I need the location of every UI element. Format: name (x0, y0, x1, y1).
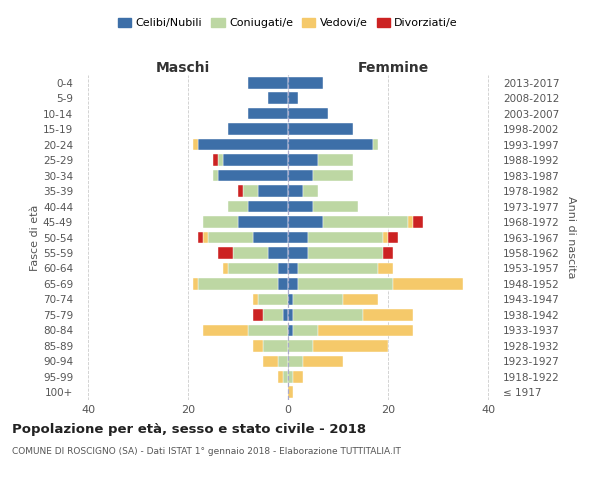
Bar (248, 200, 288, 212)
Bar (288, 247, 308, 259)
Bar (408, 216, 413, 228)
Bar (313, 200, 358, 212)
Bar (288, 309, 293, 320)
Y-axis label: Fasce di età: Fasce di età (30, 204, 40, 270)
Bar (343, 294, 378, 305)
Bar (223, 262, 228, 274)
Bar (203, 232, 208, 243)
Bar (413, 216, 423, 228)
Bar (293, 294, 343, 305)
Bar (378, 262, 393, 274)
Bar (248, 108, 288, 120)
Bar (278, 262, 288, 274)
Text: COMUNE DI ROSCIGNO (SA) - Dati ISTAT 1° gennaio 2018 - Elaborazione TUTTITALIA.I: COMUNE DI ROSCIGNO (SA) - Dati ISTAT 1° … (12, 448, 401, 456)
Bar (228, 124, 288, 135)
Bar (248, 77, 288, 88)
Bar (288, 77, 323, 88)
Bar (233, 247, 268, 259)
Bar (263, 356, 278, 367)
Bar (293, 324, 318, 336)
Bar (293, 309, 363, 320)
Bar (228, 262, 278, 274)
Bar (263, 340, 288, 351)
Bar (318, 154, 353, 166)
Bar (203, 324, 248, 336)
Bar (298, 278, 393, 289)
Bar (283, 309, 288, 320)
Bar (288, 278, 298, 289)
Bar (268, 92, 288, 104)
Y-axis label: Anni di nascita: Anni di nascita (566, 196, 576, 279)
Bar (288, 232, 308, 243)
Bar (308, 247, 383, 259)
Bar (288, 92, 298, 104)
Bar (298, 262, 378, 274)
Bar (288, 340, 313, 351)
Legend: Celibi/Nubili, Coniugati/e, Vedovi/e, Divorziati/e: Celibi/Nubili, Coniugati/e, Vedovi/e, Di… (113, 13, 463, 32)
Bar (208, 232, 253, 243)
Bar (313, 340, 388, 351)
Bar (253, 232, 288, 243)
Bar (213, 170, 218, 181)
Bar (288, 200, 313, 212)
Bar (288, 108, 328, 120)
Bar (198, 139, 288, 150)
Bar (268, 247, 288, 259)
Bar (243, 186, 258, 197)
Text: Popolazione per età, sesso e stato civile - 2018: Popolazione per età, sesso e stato civil… (12, 422, 366, 436)
Bar (253, 309, 263, 320)
Bar (203, 216, 238, 228)
Bar (303, 186, 318, 197)
Bar (318, 324, 413, 336)
Bar (278, 371, 283, 382)
Bar (383, 247, 393, 259)
Bar (278, 278, 288, 289)
Bar (288, 324, 293, 336)
Bar (218, 170, 288, 181)
Bar (313, 170, 353, 181)
Bar (193, 278, 198, 289)
Bar (213, 154, 218, 166)
Bar (288, 216, 323, 228)
Bar (218, 154, 223, 166)
Bar (263, 309, 283, 320)
Bar (288, 154, 318, 166)
Bar (388, 232, 398, 243)
Bar (238, 186, 243, 197)
Bar (198, 232, 203, 243)
Bar (383, 232, 388, 243)
Bar (288, 124, 353, 135)
Bar (293, 371, 303, 382)
Bar (198, 278, 278, 289)
Bar (288, 294, 293, 305)
Bar (253, 340, 263, 351)
Bar (323, 216, 408, 228)
Bar (228, 200, 248, 212)
Bar (308, 232, 383, 243)
Bar (363, 309, 413, 320)
Bar (288, 386, 293, 398)
Bar (238, 216, 288, 228)
Bar (258, 294, 288, 305)
Bar (253, 294, 258, 305)
Bar (303, 356, 343, 367)
Bar (393, 278, 463, 289)
Bar (218, 247, 233, 259)
Bar (288, 139, 373, 150)
Bar (258, 186, 288, 197)
Text: Femmine: Femmine (358, 61, 428, 75)
Bar (223, 154, 288, 166)
Bar (288, 371, 293, 382)
Text: Maschi: Maschi (156, 61, 210, 75)
Bar (373, 139, 378, 150)
Bar (288, 356, 303, 367)
Bar (278, 356, 288, 367)
Bar (283, 371, 288, 382)
Bar (248, 324, 288, 336)
Bar (193, 139, 198, 150)
Bar (288, 186, 303, 197)
Bar (288, 170, 313, 181)
Bar (288, 262, 298, 274)
